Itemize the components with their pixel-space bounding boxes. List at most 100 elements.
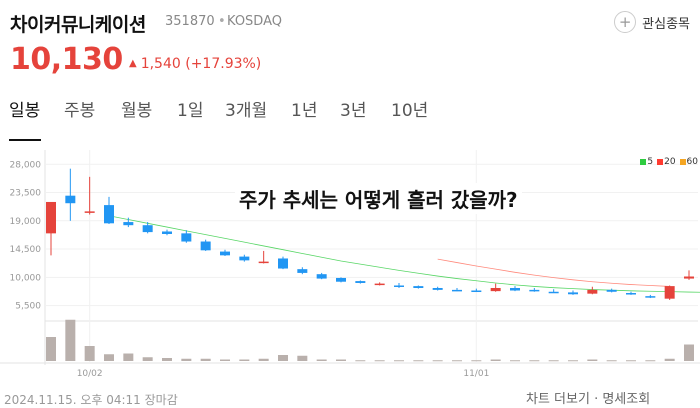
volume-bar bbox=[104, 354, 114, 361]
tab-monthly[interactable]: 월봉 bbox=[121, 101, 153, 121]
ma-legend: 5 20 60 bbox=[640, 157, 698, 167]
tab-3year[interactable]: 3년 bbox=[340, 101, 367, 121]
candle-body bbox=[104, 205, 114, 224]
tab-10year[interactable]: 10년 bbox=[391, 101, 429, 121]
watchlist-label: 관심종목 bbox=[642, 16, 690, 32]
y-tick-label: 19,000 bbox=[10, 217, 42, 227]
active-tab-indicator bbox=[9, 139, 41, 141]
volume-bar bbox=[355, 360, 366, 362]
candle-body bbox=[355, 281, 366, 283]
volume-bar bbox=[162, 358, 172, 361]
volume-bar bbox=[65, 319, 76, 361]
candle-body bbox=[606, 289, 617, 292]
candle-body bbox=[432, 287, 443, 290]
y-tick-label: 23,500 bbox=[10, 189, 42, 199]
volume-bar bbox=[568, 360, 578, 362]
candle-body bbox=[374, 283, 385, 286]
candle-body bbox=[510, 287, 520, 291]
stock-code: 351870 bbox=[165, 14, 215, 29]
volume-bar bbox=[606, 360, 617, 362]
ma5-line bbox=[108, 215, 700, 293]
tab-1year[interactable]: 1년 bbox=[291, 101, 318, 121]
price-change-value: 1,540 (+17.93%) bbox=[140, 56, 262, 72]
candle-body bbox=[413, 286, 424, 288]
volume-bar bbox=[123, 353, 134, 361]
volume-bar bbox=[278, 355, 288, 361]
legend-label: 20 bbox=[664, 157, 676, 167]
x-tick-label: 10/02 bbox=[77, 369, 103, 379]
volume-bar bbox=[452, 360, 462, 362]
candle-body bbox=[200, 241, 211, 251]
volume-bar bbox=[684, 344, 694, 361]
volume-bar bbox=[510, 360, 520, 362]
y-tick-label: 10,000 bbox=[10, 273, 42, 283]
candle-body bbox=[471, 290, 482, 293]
up-triangle-icon: ▲ bbox=[129, 58, 137, 69]
ma20-line bbox=[437, 258, 670, 287]
volume-bar bbox=[46, 337, 56, 361]
legend-label: 60 bbox=[686, 157, 698, 167]
volume-bar bbox=[336, 359, 346, 361]
candle-body bbox=[645, 296, 656, 298]
candle-body bbox=[297, 269, 308, 273]
volume-bar bbox=[142, 357, 153, 361]
legend-item-ma5: 5 bbox=[640, 157, 653, 167]
volume-bar bbox=[316, 359, 327, 361]
x-tick-label: 11/01 bbox=[463, 369, 489, 379]
volume-bar bbox=[548, 360, 559, 362]
tab-daily[interactable]: 일봉 bbox=[9, 101, 41, 121]
candle-body bbox=[684, 276, 694, 279]
stock-name: 차이커뮤니케이션 bbox=[10, 14, 146, 36]
more-chart-link[interactable]: 차트 더보기 · 명세조회 bbox=[526, 392, 651, 407]
volume-bar bbox=[490, 359, 501, 361]
volume-bar bbox=[587, 359, 598, 361]
tab-weekly[interactable]: 주봉 bbox=[64, 101, 96, 121]
volume-bar bbox=[529, 360, 540, 362]
candle-body bbox=[394, 285, 404, 287]
period-tabs: 일봉 주봉 월봉 1일 3개월 1년 3년 10년 bbox=[0, 96, 700, 141]
stock-market: KOSDAQ bbox=[227, 14, 282, 29]
volume-bar bbox=[297, 355, 308, 361]
chart-caption: 주가 추세는 어떻게 흘러 갔을까? bbox=[235, 183, 522, 214]
legend-label: 5 bbox=[647, 157, 654, 167]
candle-body bbox=[258, 261, 269, 264]
candle-body bbox=[568, 292, 578, 295]
candle-body bbox=[46, 201, 56, 234]
candle-body bbox=[587, 289, 598, 294]
candle-body bbox=[220, 251, 230, 256]
tab-3month[interactable]: 3개월 bbox=[225, 101, 268, 121]
volume-bar bbox=[413, 360, 424, 362]
volume-bar bbox=[432, 360, 443, 362]
legend-item-ma20: 20 bbox=[657, 157, 676, 167]
volume-bar bbox=[626, 360, 636, 362]
candle-body bbox=[278, 258, 288, 269]
volume-bar bbox=[374, 360, 385, 362]
candle-body bbox=[181, 233, 192, 242]
candle-body bbox=[452, 289, 462, 292]
candle-body bbox=[239, 256, 250, 261]
candle-body bbox=[490, 287, 501, 292]
legend-item-ma60: 60 bbox=[679, 157, 698, 167]
volume-bar bbox=[471, 360, 482, 362]
price-change: ▲ 1,540 (+17.93%) bbox=[129, 56, 261, 72]
candle-body bbox=[162, 231, 172, 234]
separator-dot: • bbox=[218, 14, 226, 29]
volume-bar bbox=[258, 358, 269, 361]
volume-bar bbox=[220, 359, 230, 361]
candle-body bbox=[316, 274, 327, 279]
volume-bar bbox=[645, 360, 656, 362]
plus-icon: + bbox=[614, 11, 637, 33]
add-watchlist-button[interactable]: + 관심종목 bbox=[614, 10, 690, 34]
volume-bar bbox=[84, 346, 95, 361]
candle-body bbox=[529, 289, 540, 292]
tab-1day[interactable]: 1일 bbox=[177, 101, 204, 121]
volume-bar bbox=[181, 358, 192, 361]
price-chart[interactable]: 28,000 23,500 19,000 14,500 10,000 5,500 10/02… bbox=[0, 150, 700, 400]
volume-bar bbox=[394, 360, 404, 362]
candle-body bbox=[123, 222, 134, 226]
volume-bar bbox=[200, 358, 211, 361]
candle-body bbox=[548, 291, 559, 294]
candle-body bbox=[65, 195, 76, 204]
candle-body bbox=[142, 225, 153, 233]
y-tick-label: 14,500 bbox=[10, 245, 42, 255]
